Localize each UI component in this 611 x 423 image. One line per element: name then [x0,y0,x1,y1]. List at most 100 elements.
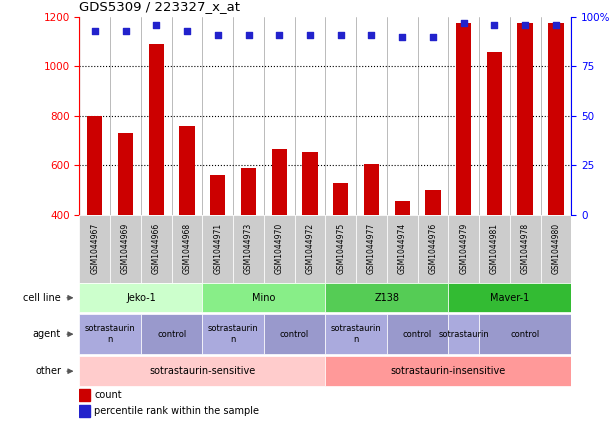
Point [336,31,346,38]
Bar [325,356,571,387]
Point [244,31,254,38]
Point [489,22,499,28]
Bar [487,52,502,314]
Bar [448,314,479,354]
Bar [387,215,417,283]
Bar [417,215,448,283]
Text: GSM1044971: GSM1044971 [213,223,222,274]
Text: GSM1044967: GSM1044967 [90,223,100,275]
Text: GSM1044974: GSM1044974 [398,223,407,275]
Bar [541,215,571,283]
Bar [210,175,225,314]
Text: GSM1044966: GSM1044966 [152,223,161,275]
Bar [79,405,90,417]
Text: GSM1044973: GSM1044973 [244,223,253,275]
Text: count: count [94,390,122,400]
Bar [264,215,295,283]
Bar [79,314,141,354]
Bar [456,23,471,314]
Point [90,27,100,34]
Text: GSM1044979: GSM1044979 [459,223,468,275]
Bar [202,215,233,283]
Text: sotrastaurin-insensitive: sotrastaurin-insensitive [390,366,506,376]
Bar [302,152,318,314]
Bar [264,314,326,354]
Point [459,19,469,26]
Point [120,27,130,34]
Text: GSM1044976: GSM1044976 [428,223,437,275]
Text: percentile rank within the sample: percentile rank within the sample [94,406,259,416]
Point [521,22,530,28]
Bar [510,215,541,283]
Text: GDS5309 / 223327_x_at: GDS5309 / 223327_x_at [79,0,241,13]
Text: sotrastaurin-sensitive: sotrastaurin-sensitive [149,366,255,376]
Bar [518,23,533,314]
Bar [79,389,90,401]
Text: Jeko-1: Jeko-1 [126,293,156,303]
Point [367,31,376,38]
Bar [180,126,195,314]
Point [305,31,315,38]
Bar [387,314,448,354]
Bar [202,283,326,313]
Text: GSM1044980: GSM1044980 [551,223,560,274]
Bar [325,314,387,354]
Text: sotrastaurin
n: sotrastaurin n [208,324,258,344]
Bar [172,215,202,283]
Bar [141,314,202,354]
Text: Maver-1: Maver-1 [490,293,529,303]
Text: Mino: Mino [252,293,276,303]
Text: sotrastaurin: sotrastaurin [438,330,489,339]
Bar [241,168,256,314]
Text: GSM1044977: GSM1044977 [367,223,376,275]
Bar [79,215,110,283]
Bar [110,215,141,283]
Bar [448,283,571,313]
Point [397,33,407,40]
Text: sotrastaurin
n: sotrastaurin n [85,324,136,344]
Bar [148,44,164,314]
Text: GSM1044969: GSM1044969 [121,223,130,275]
Bar [448,215,479,283]
Point [213,31,222,38]
Point [152,22,161,28]
Text: cell line: cell line [23,293,61,303]
Bar [325,283,448,313]
Bar [79,356,325,387]
Bar [425,190,441,314]
Bar [356,215,387,283]
Text: agent: agent [33,329,61,339]
Text: GSM1044968: GSM1044968 [183,223,191,274]
Bar [271,149,287,314]
Text: control: control [511,330,540,339]
Text: sotrastaurin
n: sotrastaurin n [331,324,381,344]
Bar [118,133,133,314]
Bar [79,283,202,313]
Bar [325,215,356,283]
Point [551,22,561,28]
Text: other: other [35,366,61,376]
Bar [364,164,379,314]
Text: GSM1044981: GSM1044981 [490,223,499,274]
Point [182,27,192,34]
Bar [233,215,264,283]
Bar [548,23,563,314]
Text: GSM1044978: GSM1044978 [521,223,530,274]
Text: Z138: Z138 [375,293,400,303]
Bar [202,314,264,354]
Text: GSM1044972: GSM1044972 [306,223,315,274]
Text: control: control [280,330,309,339]
Text: GSM1044975: GSM1044975 [336,223,345,275]
Text: control: control [157,330,186,339]
Bar [87,116,103,314]
Bar [295,215,325,283]
Bar [333,183,348,314]
Point [428,33,438,40]
Bar [479,215,510,283]
Bar [395,201,410,314]
Point [274,31,284,38]
Text: control: control [403,330,432,339]
Text: GSM1044970: GSM1044970 [275,223,284,275]
Bar [141,215,172,283]
Bar [479,314,571,354]
